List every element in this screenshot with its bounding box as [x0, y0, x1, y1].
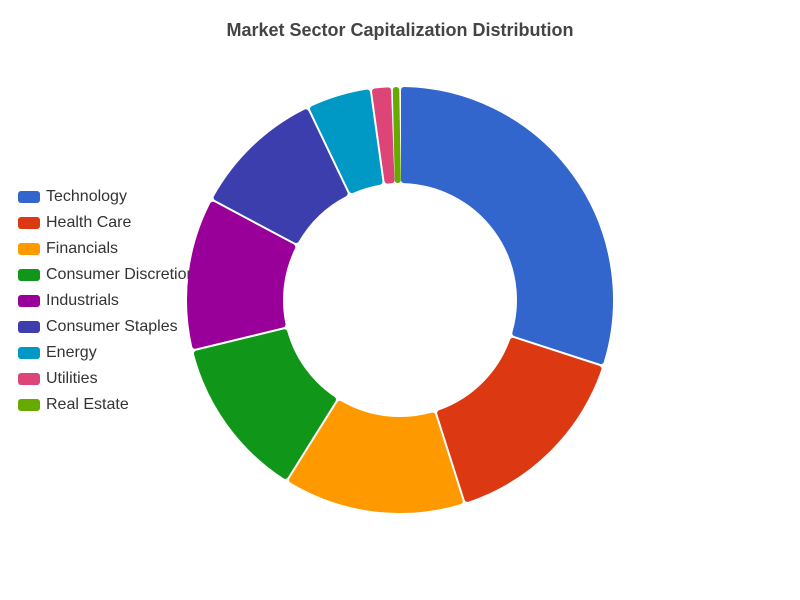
legend-label: Industrials: [46, 292, 119, 309]
legend-item[interactable]: Consumer Discretionary: [18, 262, 218, 288]
donut-slice-technology[interactable]: [401, 87, 613, 365]
donut-slice-consumer-discretionary[interactable]: [193, 329, 336, 479]
legend-item[interactable]: Technology: [18, 184, 218, 210]
legend-label: Consumer Discretionary: [46, 266, 218, 283]
legend-label: Health Care: [46, 214, 132, 231]
legend-label: Financials: [46, 240, 119, 257]
legend-item[interactable]: Health Care: [18, 210, 218, 236]
donut-slice-energy[interactable]: [310, 89, 383, 194]
legend-swatch: [18, 243, 40, 255]
donut-slice-financials[interactable]: [289, 400, 463, 513]
legend-swatch: [18, 217, 40, 229]
legend-label: Technology: [46, 188, 127, 205]
legend-label: Consumer Staples: [46, 318, 178, 335]
legend-swatch: [18, 295, 40, 307]
legend-item[interactable]: Consumer Staples: [18, 314, 218, 340]
chart-title: Market Sector Capitalization Distributio…: [226, 20, 574, 40]
donut-slice-industrials[interactable]: [187, 201, 296, 349]
legend-item[interactable]: Utilities: [18, 366, 218, 392]
donut-slice-real-estate[interactable]: [392, 87, 401, 184]
donut-slice-consumer-staples[interactable]: [213, 109, 348, 244]
legend-item[interactable]: Energy: [18, 340, 218, 366]
legend: Technology Health Care Financials Consumer …: [18, 184, 218, 418]
donut-slice-utilities[interactable]: [372, 87, 395, 184]
legend-swatch: [18, 399, 40, 411]
legend-item[interactable]: Financials: [18, 236, 218, 262]
legend-swatch: [18, 191, 40, 203]
legend-item[interactable]: Industrials: [18, 288, 218, 314]
legend-swatch: [18, 321, 40, 333]
legend-label: Utilities: [46, 370, 98, 387]
legend-label: Real Estate: [46, 396, 129, 413]
legend-label: Energy: [46, 344, 97, 361]
legend-swatch: [18, 269, 40, 281]
legend-item[interactable]: Real Estate: [18, 392, 218, 418]
donut-slice-health-care[interactable]: [437, 337, 602, 502]
legend-swatch: [18, 347, 40, 359]
legend-swatch: [18, 373, 40, 385]
